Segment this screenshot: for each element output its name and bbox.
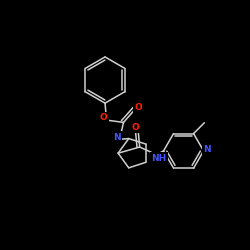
Text: N: N	[204, 145, 211, 154]
Text: O: O	[100, 113, 107, 122]
Text: O: O	[131, 122, 139, 132]
Text: NH: NH	[151, 154, 166, 163]
Text: N: N	[113, 132, 120, 141]
Text: O: O	[134, 102, 142, 112]
